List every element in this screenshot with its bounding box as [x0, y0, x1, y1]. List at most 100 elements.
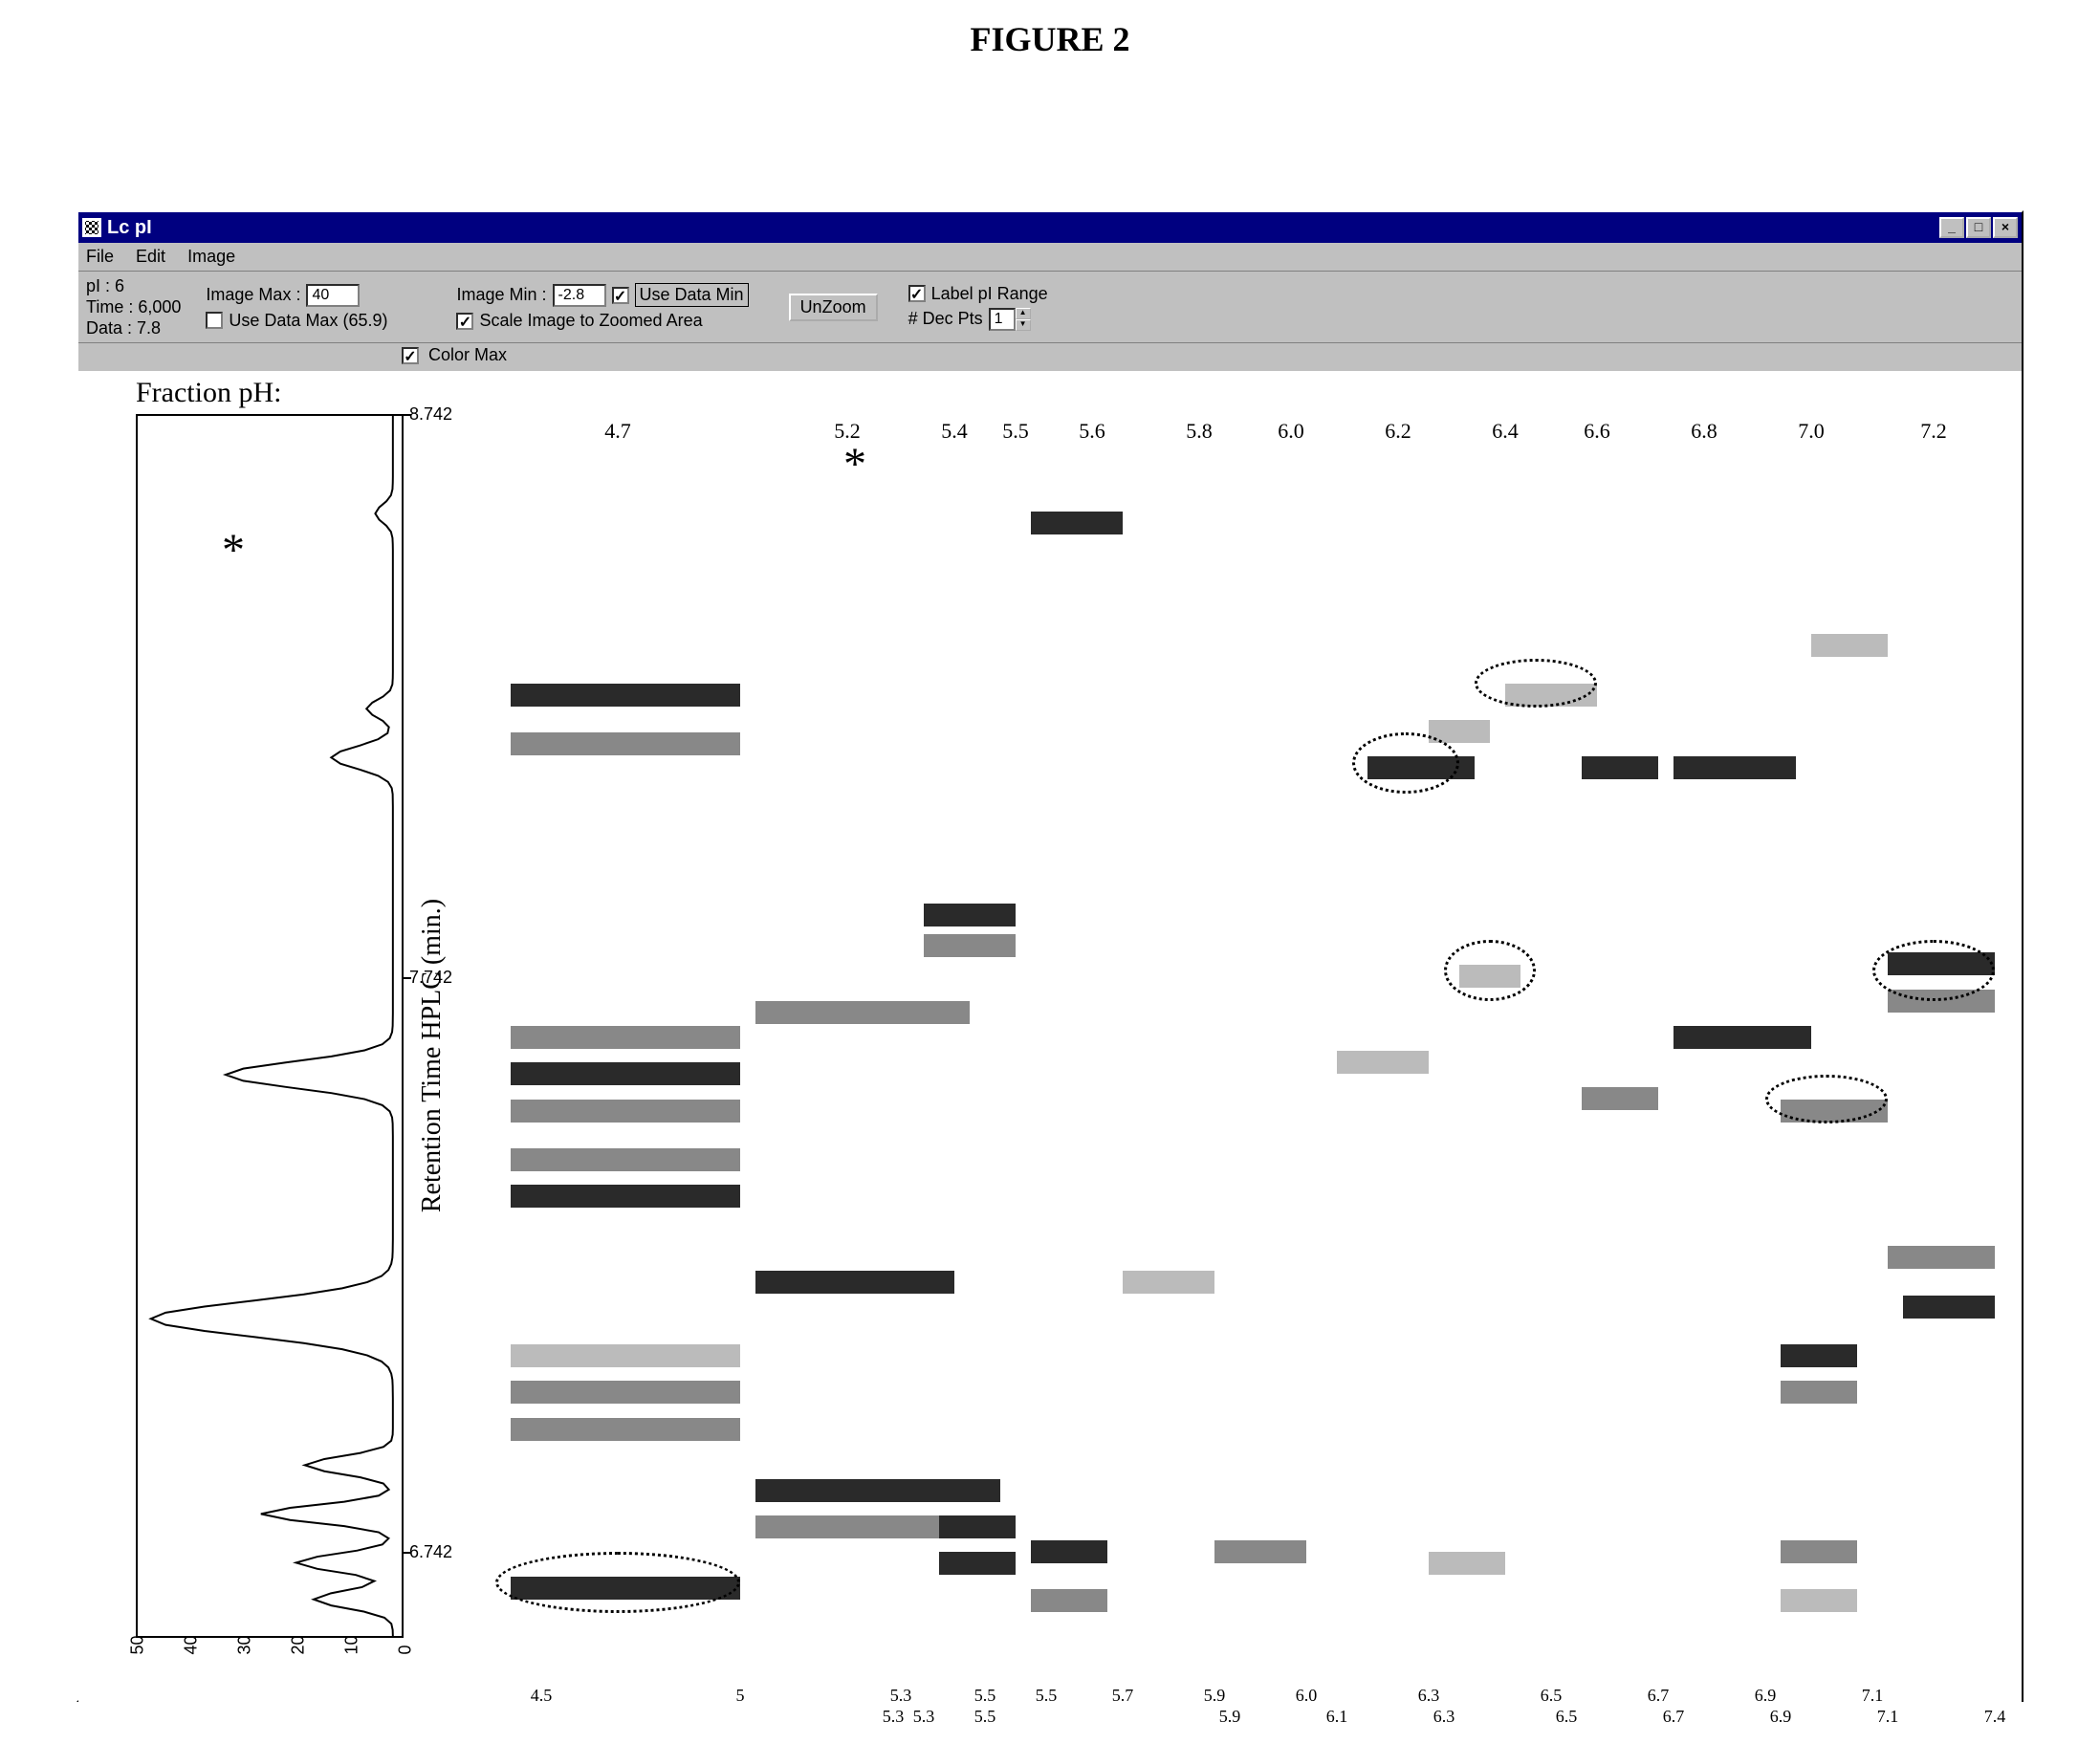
- x-label-bottom: 5.3: [913, 1707, 935, 1727]
- toolbar: pI : 6 Time : 6,000 Data : 7.8 Image Max…: [78, 272, 2022, 343]
- heatmap-band: [755, 1479, 1000, 1502]
- scale-label: Scale Image to Zoomed Area: [479, 311, 702, 331]
- heatmap-band: [511, 1344, 740, 1367]
- heatmap-band: [511, 684, 740, 707]
- heatmap-band: [755, 1001, 970, 1024]
- dec-pts-input[interactable]: [989, 308, 1016, 331]
- y-tick-label: 7.742: [409, 968, 467, 988]
- spin-up-icon[interactable]: ▲: [1016, 308, 1031, 319]
- chrom-x-tick: 30: [235, 1635, 255, 1654]
- close-button[interactable]: ×: [1993, 217, 2018, 238]
- heatmap-band: [1031, 1540, 1107, 1563]
- menu-file[interactable]: File: [86, 247, 114, 266]
- x-label-bottom: 6.3: [1418, 1686, 1440, 1706]
- color-max-checkbox[interactable]: [402, 347, 419, 364]
- circle-annotation: [1765, 1075, 1888, 1123]
- scale-checkbox[interactable]: [456, 313, 473, 330]
- spin-down-icon[interactable]: ▼: [1016, 319, 1031, 331]
- dec-pts-spinner[interactable]: ▲ ▼: [989, 308, 1031, 331]
- heatmap-band: [1673, 756, 1796, 779]
- image-max-label: Image Max :: [206, 285, 300, 305]
- label-pi-checkbox[interactable]: [908, 285, 926, 302]
- x-label-bottom: 6.5: [1541, 1686, 1563, 1706]
- x-label-bottom: 5.5: [974, 1707, 996, 1727]
- use-data-max-label: Use Data Max (65.9): [229, 311, 387, 331]
- x-label-bottom: 6.9: [1770, 1707, 1792, 1727]
- image-min-label: Image Min :: [456, 285, 546, 305]
- circle-annotation: [495, 1552, 740, 1613]
- window-controls: _ □ ×: [1939, 217, 2018, 238]
- heatmap-band: [924, 934, 1016, 957]
- heatmap-band: [939, 1515, 1016, 1538]
- maximize-button[interactable]: □: [1966, 217, 1991, 238]
- use-data-min-checkbox[interactable]: [612, 287, 629, 304]
- heatmap-band: [511, 1148, 740, 1171]
- circle-annotation: [1872, 940, 1995, 1001]
- heatmap-band: [511, 1381, 740, 1404]
- asterisk-icon: *: [222, 524, 245, 577]
- chrom-x-tick: 40: [182, 1635, 202, 1654]
- dec-pts-label: # Dec Pts: [908, 309, 983, 329]
- heatmap-band: [511, 1418, 740, 1441]
- chrom-x-tick: 10: [342, 1635, 362, 1654]
- heatmap-band: [755, 1271, 954, 1294]
- heatmap-band: [511, 1185, 740, 1208]
- content-area: Fraction pH: 50403020100 * * Retention T…: [78, 371, 2022, 1734]
- heatmap-band: [1781, 1540, 1857, 1563]
- unzoom-button[interactable]: UnZoom: [789, 294, 878, 321]
- x-label-bottom: 5.3: [890, 1686, 912, 1706]
- x-label-bottom: 7.4: [1984, 1707, 2006, 1727]
- chrom-x-tick: 20: [289, 1635, 309, 1654]
- heatmap-band: [511, 732, 740, 755]
- chrom-x-tick: 0: [396, 1645, 416, 1654]
- minimize-button[interactable]: _: [1939, 217, 1964, 238]
- chrom-x-tick: 50: [128, 1635, 148, 1654]
- heatmap-band: [1214, 1540, 1306, 1563]
- heatmap-band: [1781, 1344, 1857, 1367]
- chromatogram-trace: [138, 416, 402, 1636]
- x-label-bottom: 6.0: [1296, 1686, 1318, 1706]
- heatmap-band: [1903, 1296, 1995, 1319]
- menu-edit[interactable]: Edit: [136, 247, 165, 266]
- image-max-input[interactable]: [306, 284, 360, 307]
- y-tick-label: 8.742: [409, 404, 467, 425]
- circle-annotation: [1352, 732, 1459, 794]
- app-icon: [82, 218, 101, 237]
- heatmap-band: [1123, 1271, 1214, 1294]
- image-min-input[interactable]: [553, 284, 606, 307]
- menu-image[interactable]: Image: [187, 247, 235, 266]
- heatmap-band: [1673, 1026, 1811, 1049]
- heatmap-band: [1031, 512, 1123, 534]
- status-readout: pI : 6 Time : 6,000 Data : 7.8: [86, 275, 181, 338]
- x-label-bottom: 5.5: [974, 1686, 996, 1706]
- x-label-bottom: 5.5: [1036, 1686, 1058, 1706]
- x-label-bottom: 5: [736, 1686, 745, 1706]
- x-label-bottom: 6.3: [1433, 1707, 1455, 1727]
- menubar: File Edit Image: [78, 243, 2022, 272]
- figure-title: FIGURE 2: [0, 0, 2100, 98]
- window-title: Lc pI: [107, 217, 1939, 239]
- y-axis-label: Retention Time HPLC (min.): [417, 899, 448, 1212]
- x-label-bottom: 6.9: [1755, 1686, 1777, 1706]
- heatmap-band: [511, 1026, 740, 1049]
- circle-annotation: [1444, 940, 1536, 1001]
- chromatogram-panel: 50403020100: [136, 414, 404, 1638]
- heatmap-band: [1429, 1552, 1505, 1575]
- heatmap-band: [1031, 1589, 1107, 1612]
- fraction-ph-label: Fraction pH:: [136, 377, 281, 409]
- heatmap-band: [1811, 634, 1888, 657]
- x-label-bottom: 5.3: [883, 1707, 905, 1727]
- titlebar: Lc pI _ □ ×: [78, 212, 2022, 243]
- y-tick-label: 6.742: [409, 1542, 467, 1562]
- heatmap-band: [924, 904, 1016, 926]
- x-label-bottom: 5.7: [1112, 1686, 1134, 1706]
- x-label-bottom: 6.7: [1663, 1707, 1685, 1727]
- use-data-max-checkbox[interactable]: [206, 312, 223, 329]
- heatmap-band: [1337, 1051, 1429, 1074]
- heatmap-band: [511, 1100, 740, 1123]
- x-label-bottom: 6.7: [1648, 1686, 1670, 1706]
- x-label-bottom: 5.9: [1204, 1686, 1226, 1706]
- x-label-bottom: 6.1: [1326, 1707, 1348, 1727]
- app-window: Lc pI _ □ × File Edit Image pI : 6 Time …: [77, 210, 2023, 1702]
- heatmap-band: [939, 1552, 1016, 1575]
